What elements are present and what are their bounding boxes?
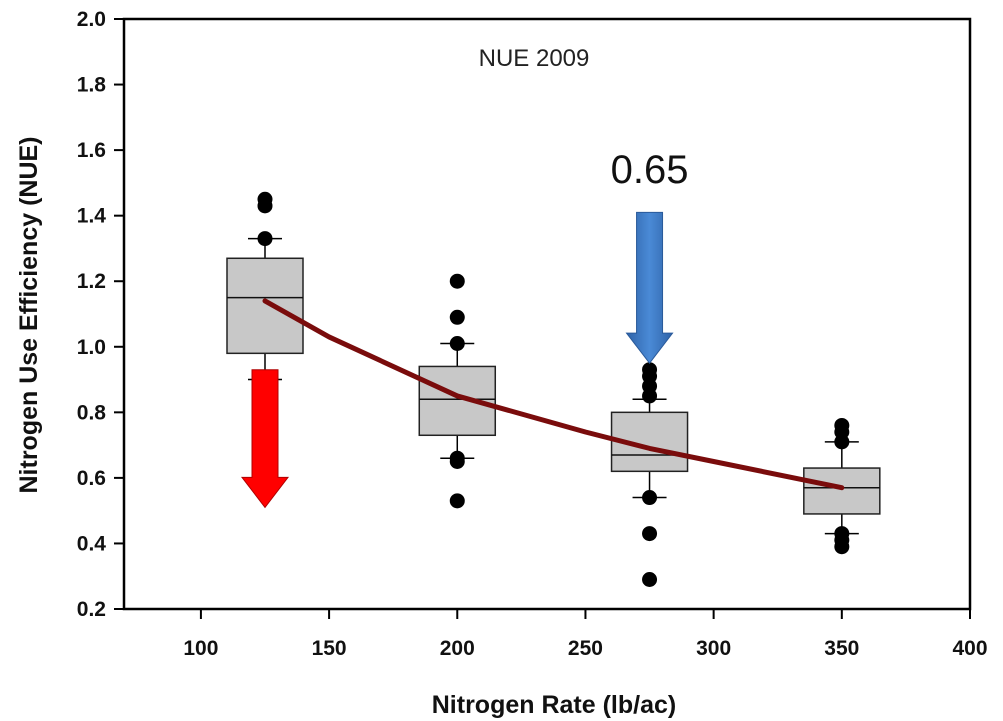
y-tick-label: 1.6 [77, 139, 106, 162]
outlier-point [642, 526, 658, 542]
red-down-arrow [240, 369, 290, 509]
y-axis-label: Nitrogen Use Efficiency (NUE) [15, 136, 43, 493]
value-annotation: 0.65 [611, 148, 689, 192]
outlier-point [834, 417, 850, 433]
outlier-point [642, 362, 658, 378]
box-group [610, 362, 689, 587]
plot-frame [122, 17, 972, 611]
outlier-point [449, 450, 465, 466]
outlier-point [834, 526, 850, 542]
y-tick-label: 1.4 [77, 205, 107, 228]
trend-line [262, 298, 845, 491]
x-tick-label: 150 [312, 637, 347, 660]
box [803, 467, 881, 515]
x-tick-label: 250 [568, 637, 603, 660]
box-group [226, 191, 304, 381]
outlier-point [449, 336, 465, 351]
y-tick-label: 1.0 [77, 336, 106, 359]
y-tick-label: 1.8 [77, 74, 107, 97]
y-tick-label: 2.0 [77, 8, 106, 31]
chart-title: NUE 2009 [479, 45, 590, 72]
outlier-point [642, 490, 658, 506]
x-tick-label: 300 [696, 637, 731, 660]
x-axis-label: Nitrogen Rate (lb/ac) [432, 691, 676, 719]
y-tick-label: 0.4 [77, 532, 107, 555]
outlier-point [257, 191, 273, 207]
blue-down-arrow [625, 211, 674, 364]
outlier-point [449, 273, 465, 289]
box [610, 411, 689, 473]
y-tick-label: 0.6 [77, 467, 106, 490]
x-tick-label: 400 [952, 637, 987, 660]
box [226, 257, 304, 355]
outlier-point [642, 572, 658, 587]
y-tick-label: 1.2 [77, 270, 106, 293]
box-group [418, 273, 497, 509]
y-tick-label: 0.2 [77, 598, 106, 621]
x-tick-label: 100 [183, 637, 218, 660]
outlier-point [449, 309, 465, 325]
x-tick-label: 200 [440, 637, 475, 660]
y-tick-label: 0.8 [77, 401, 107, 424]
outlier-point [257, 231, 273, 247]
axes: 100 150 200 250 300 350 400 0.2 0.4 0.6 0.8 1.0 1.2 1… [77, 8, 988, 660]
plot-area: 0.65 [226, 148, 881, 587]
x-tick-label: 350 [824, 637, 859, 660]
outlier-point [449, 493, 465, 509]
